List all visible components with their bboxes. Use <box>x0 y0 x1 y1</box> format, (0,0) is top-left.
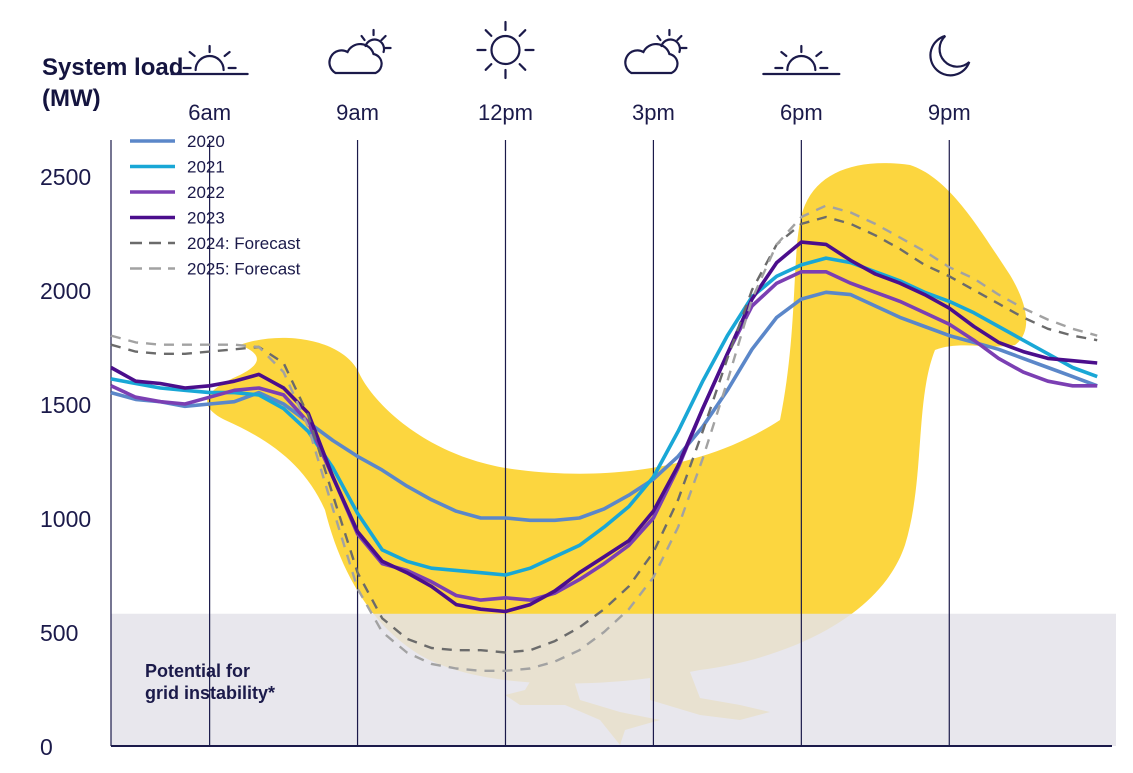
y-axis-title: System load (MW) <box>42 54 184 112</box>
series-line-2022 <box>110 269 1098 602</box>
grid-instability-label: Potential for grid instability* <box>145 661 275 703</box>
legend-label: 2025: Forecast <box>187 260 301 279</box>
series-line-2025-forecast <box>110 204 1098 672</box>
time-marker-label: 6am <box>188 100 231 125</box>
time-marker-label: 3pm <box>632 100 675 125</box>
moon-icon <box>929 34 971 77</box>
series-line-2023 <box>110 240 1098 614</box>
y-tick-label: 500 <box>40 620 78 646</box>
y-tick-label: 0 <box>40 734 53 760</box>
time-marker-label: 9pm <box>928 100 971 125</box>
series-line-2020 <box>110 290 1098 523</box>
time-marker-label: 6pm <box>780 100 823 125</box>
y-tick-label: 1500 <box>40 392 91 418</box>
sunset-icon <box>762 44 841 76</box>
time-marker-label: 9am <box>336 100 379 125</box>
series-line-2024-forecast <box>110 215 1098 654</box>
legend-label: 2020 <box>187 132 225 151</box>
grid-instability-region <box>111 613 1116 746</box>
cloud-sun-icon <box>328 28 392 75</box>
legend-label: 2023 <box>187 209 225 228</box>
sunrise-icon <box>170 44 249 76</box>
sun-icon <box>476 20 535 80</box>
y-tick-label: 1000 <box>40 506 91 532</box>
series-line-2021 <box>110 256 1098 577</box>
legend-label: 2021 <box>187 158 225 177</box>
y-tick-label: 2000 <box>40 278 91 304</box>
cloud-sun-icon <box>624 28 688 75</box>
legend-label: 2022 <box>187 183 225 202</box>
duck-body <box>207 163 1027 684</box>
legend-label: 2024: Forecast <box>187 234 301 253</box>
time-marker-label: 12pm <box>478 100 533 125</box>
y-tick-label: 2500 <box>40 164 91 190</box>
